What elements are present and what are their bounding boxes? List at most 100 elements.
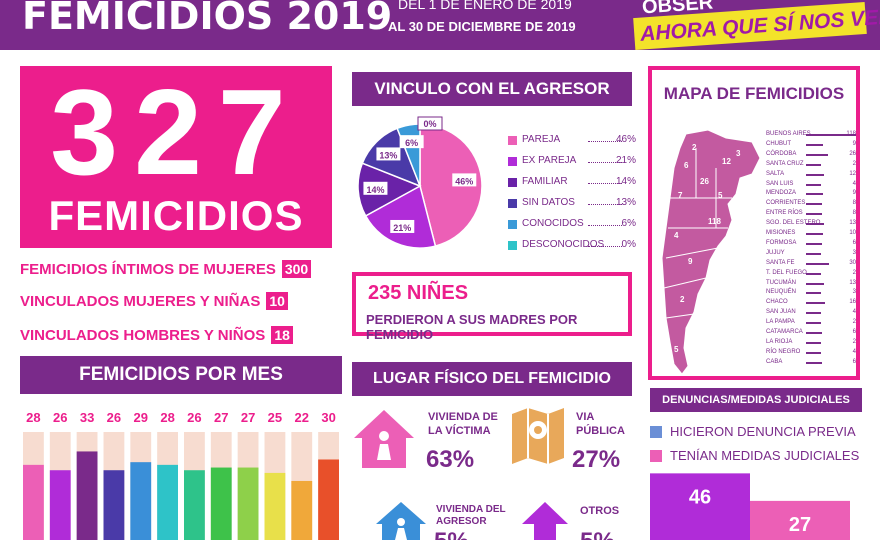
map-box: MAPA DE FEMICIDIOS 2 6 26 12 3 7 5 118 4…	[648, 66, 860, 380]
vinculo-pie-chart: 46% 21% 14% 13% 6% 0%	[357, 116, 483, 249]
month-bar	[318, 459, 339, 540]
map-number: 2	[680, 295, 685, 304]
province-value: 16	[849, 299, 856, 306]
province-value: 118	[846, 131, 856, 137]
place-label-line1: OTROS	[580, 505, 620, 517]
map-number: 5	[674, 345, 679, 354]
month-section-title: FEMICIDIOS POR MES	[20, 356, 342, 394]
province-value: 13	[849, 220, 856, 227]
province-bar	[806, 322, 821, 325]
province-bar	[806, 282, 824, 285]
breakdown-value: 300	[281, 260, 312, 278]
month-bar	[210, 467, 232, 540]
monthly-bar-chart: 28 26 33 26 29 28 26 27 27 25 22 30	[23, 410, 339, 540]
province-row: ENTRE RÍOS 8	[766, 209, 856, 217]
province-row: BUENOS AIRES 118	[766, 130, 856, 138]
province-value: 3	[852, 289, 856, 296]
province-value: 6	[852, 239, 856, 246]
province-name: SANTA CRUZ	[766, 160, 804, 167]
province-bar	[806, 173, 824, 176]
province-bar	[806, 153, 828, 156]
pie-label-bg	[417, 116, 443, 131]
pie-label: 0%	[423, 119, 436, 129]
legend-label: EX PAREJA	[522, 155, 577, 166]
pie-label-bg	[452, 173, 477, 187]
denuncia-value: 27	[789, 514, 811, 536]
province-row: TUCUMÁN 13	[766, 279, 856, 287]
province-bar	[806, 163, 821, 166]
month-bar	[291, 480, 313, 540]
province-name: CATAMARCA	[766, 329, 803, 335]
denuncia-bar	[750, 500, 850, 540]
province-name: SGO. DEL ESTERO	[766, 220, 821, 227]
legend-swatch	[508, 199, 517, 208]
denuncias-bar-chart: 46 27	[650, 473, 850, 540]
province-value: 2	[852, 269, 856, 276]
province-name: LA RIOJA	[766, 338, 793, 345]
month-bar-label: 26	[187, 410, 201, 425]
province-bar	[806, 351, 822, 354]
pie-label: 21%	[393, 223, 411, 233]
legend-swatch	[508, 220, 517, 229]
map-number: 2	[692, 143, 697, 152]
legend-label: CONOCIDOS	[522, 218, 584, 229]
legend-pct: 6%	[621, 218, 636, 229]
pie-label: 13%	[379, 150, 397, 160]
province-value: 2	[852, 160, 856, 167]
province-name: ENTRE RÍOS	[766, 210, 803, 217]
header: FEMICIDIOS 2019 DEL 1 DE ENERO DE 2019 A…	[0, 0, 880, 51]
legend-label: HICIERON DENUNCIA PREVIA	[670, 424, 856, 439]
province-row: SAN LUIS 4	[766, 180, 856, 188]
map-title: MAPA DE FEMICIDIOS	[663, 84, 845, 103]
province-value: 26	[849, 150, 856, 157]
legend-pct: 0%	[621, 239, 636, 250]
legend-swatch	[508, 241, 517, 250]
month-bar	[23, 464, 44, 540]
province-row: CATAMARCA 6	[766, 328, 856, 336]
pie-label-bg	[399, 135, 424, 149]
place-label-line2: LA VÍCTIMA	[428, 425, 491, 437]
map-number: 9	[688, 257, 693, 266]
province-value: 2	[852, 319, 856, 326]
date-from: DEL 1 DE ENERO DE 2019	[398, 0, 572, 12]
province-bar	[806, 262, 830, 265]
province-name: RÍO NEGRO	[766, 348, 801, 355]
province-bar	[806, 134, 856, 136]
month-bar	[157, 464, 178, 540]
legend-pct: 46%	[615, 134, 636, 145]
province-bar	[806, 361, 822, 364]
denuncias-section-title: DENUNCIAS/MEDIDAS JUDICIALES	[650, 388, 862, 412]
province-value: 8	[852, 200, 856, 207]
logo: OBSER AHORA QUE SÍ NOS VEN	[633, 0, 880, 51]
month-bar	[103, 470, 125, 540]
legend-swatch	[650, 426, 662, 438]
province-row: LA RIOJA 2	[766, 338, 856, 346]
province-value: 4	[852, 309, 856, 316]
pie-label: 6%	[405, 138, 418, 148]
province-name: NEUQUÉN	[766, 289, 797, 296]
province-row: CÓRDOBA 26	[766, 150, 856, 158]
month-bar	[130, 462, 152, 540]
page-title: FEMICIDIOS 2019	[22, 0, 393, 38]
province-name: SALTA	[766, 170, 785, 177]
place-label: VIVIENDA DE LA VÍCTIMA	[428, 410, 498, 438]
province-name: CHUBUT	[766, 140, 791, 147]
place-label: OTROS	[580, 504, 619, 518]
province-name: SANTA FE	[766, 259, 795, 266]
place-label: VIA PÚBLICA	[576, 410, 625, 438]
legend-swatch	[508, 136, 517, 145]
month-bar	[264, 472, 286, 540]
province-name: CÓRDOBA	[766, 150, 797, 157]
month-bar-label: 33	[80, 410, 94, 425]
province-row: SGO. DEL ESTERO 13	[766, 219, 856, 227]
province-bar	[806, 183, 822, 186]
province-value: 9	[852, 140, 856, 147]
legend-pct: 13%	[615, 197, 636, 208]
legend-label: DESCONOCIDOS	[522, 239, 605, 250]
province-bar	[806, 341, 821, 344]
month-bar-label: 22	[295, 410, 309, 425]
place-pct: 5%	[580, 528, 615, 540]
province-name: JUJUY	[766, 249, 785, 256]
province-value: 10	[849, 230, 856, 236]
argentina-map: 2 6 26 12 3 7 5 118 4 9 2 5	[661, 129, 761, 375]
